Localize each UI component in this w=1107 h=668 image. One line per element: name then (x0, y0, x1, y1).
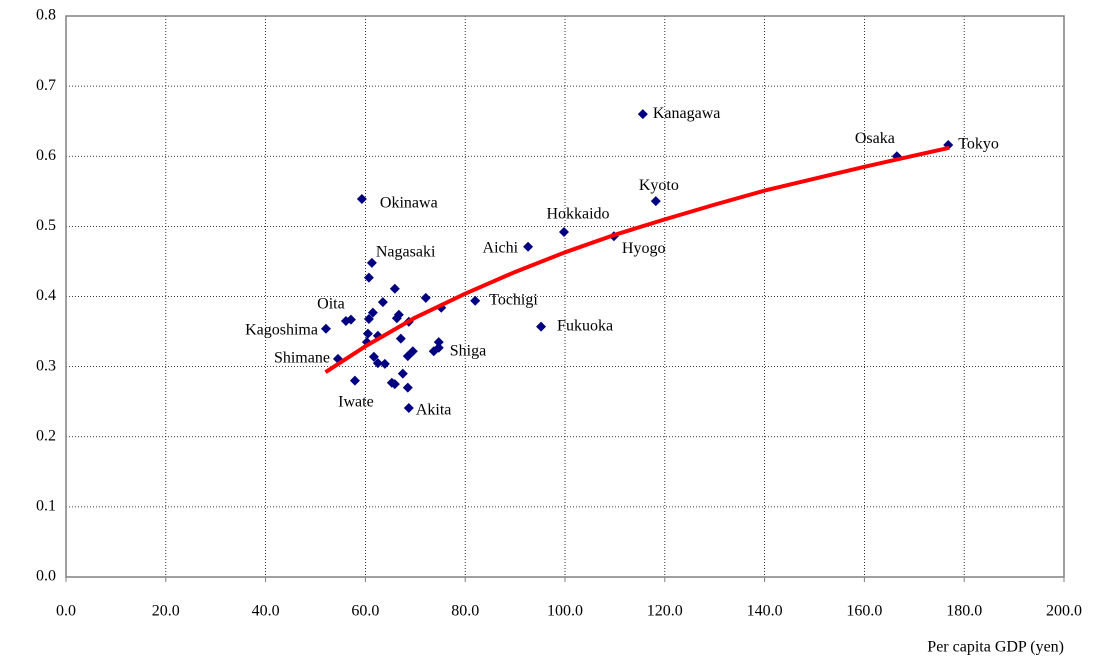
point (536, 321, 547, 332)
x-tick-label: 80.0 (451, 603, 479, 620)
x-tick-label: 40.0 (252, 603, 280, 620)
point-label: Tokyo (958, 136, 999, 153)
point-label: Hyogo (622, 240, 666, 257)
point (433, 337, 444, 348)
point (420, 292, 431, 303)
point (470, 295, 481, 306)
point-label: Oita (317, 296, 345, 313)
y-tick-label: 0.3 (36, 357, 56, 374)
point-label: Fukuoka (557, 317, 613, 334)
point (367, 307, 378, 318)
x-tick-label: 200.0 (1046, 603, 1082, 620)
point (349, 375, 360, 386)
point (650, 196, 661, 207)
point (389, 379, 400, 390)
x-tick-label: 180.0 (946, 603, 982, 620)
point (345, 314, 356, 325)
point (379, 358, 390, 369)
point (637, 109, 648, 120)
point-label: Hokkaido (546, 206, 609, 223)
point (559, 226, 570, 237)
point-label: Osaka (855, 130, 895, 147)
y-tick-label: 0.0 (36, 568, 56, 585)
point (397, 368, 408, 379)
point-label: Kanagawa (653, 105, 721, 122)
point-label: Kyoto (639, 177, 679, 194)
point-label: Shiga (450, 342, 486, 359)
x-tick-label: 0.0 (56, 603, 76, 620)
y-tick-label: 0.2 (36, 427, 56, 444)
x-tick-label: 140.0 (747, 603, 783, 620)
x-tick-label: 60.0 (351, 603, 379, 620)
point (377, 297, 388, 308)
point-label: Akita (416, 402, 452, 419)
point (403, 402, 414, 413)
point-label: Aichi (483, 239, 519, 256)
point-label: Tochigi (489, 291, 538, 308)
point (366, 257, 377, 268)
plot-frame (65, 15, 1065, 578)
trend-line (324, 145, 950, 374)
y-tick-label: 0.8 (36, 7, 56, 24)
point-label: Okinawa (380, 195, 438, 212)
y-tick-label: 0.1 (36, 498, 56, 515)
point-label: Nagasaki (376, 244, 436, 261)
point (372, 358, 383, 369)
point-label: Iwate (338, 393, 374, 410)
point-label: Shimane (274, 350, 330, 367)
point (402, 382, 413, 393)
point (363, 313, 374, 324)
x-axis-label: Per capita GDP (yen) (927, 639, 1064, 656)
x-tick-label: 120.0 (647, 603, 683, 620)
y-tick-label: 0.5 (36, 217, 56, 234)
point (368, 351, 379, 362)
point (363, 272, 374, 283)
point (362, 328, 373, 339)
point (428, 346, 439, 357)
point (402, 351, 413, 362)
point (356, 194, 367, 205)
point (389, 283, 400, 294)
point (523, 241, 534, 252)
point (393, 309, 404, 320)
x-tick-label: 100.0 (547, 603, 583, 620)
x-tick-label: 160.0 (846, 603, 882, 620)
y-tick-label: 0.7 (36, 77, 56, 94)
point (395, 333, 406, 344)
y-tick-label: 0.4 (36, 287, 56, 304)
x-tick-label: 20.0 (152, 603, 180, 620)
point-label: Kagoshima (245, 321, 318, 338)
point (320, 323, 331, 334)
y-tick-label: 0.6 (36, 147, 56, 164)
